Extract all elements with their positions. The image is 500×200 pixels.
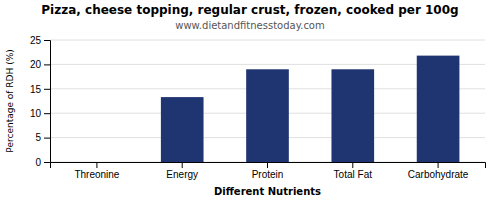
y-axis-title: Percentage of RDH (%) (5, 49, 15, 152)
x-tick-label: Threonine (74, 169, 119, 180)
y-tick: 25 (30, 35, 50, 46)
y-tick-mark (44, 89, 50, 90)
chart-svg: Pizza, cheese topping, regular crust, fr… (0, 0, 500, 200)
x-tick: Energy (166, 162, 198, 180)
bar (161, 97, 204, 162)
x-tick-label: Protein (252, 169, 284, 180)
x-axis: Threonine Energy Protein Total Fat Carbohydr… (51, 162, 486, 180)
y-tick-label: 10 (30, 108, 42, 119)
x-tick-mark (438, 162, 439, 168)
x-axis-title: Different Nutrients (214, 186, 321, 197)
x-tick-mark (182, 162, 183, 168)
x-tick-label: Carbohydrate (408, 169, 469, 180)
y-tick-label: 15 (30, 84, 42, 95)
x-tick: Threonine (74, 162, 119, 180)
subtitle: www.dietandfitnesstoday.com (175, 20, 324, 31)
bar (417, 56, 460, 162)
y-tick-label: 0 (35, 157, 41, 168)
y-tick: 10 (30, 108, 50, 119)
x-tick-mark (267, 162, 268, 168)
y-tick-mark (44, 162, 50, 163)
y-tick: 20 (30, 59, 50, 70)
y-tick-mark (44, 64, 50, 65)
y-tick-mark (44, 40, 50, 41)
y-tick-label: 25 (30, 35, 42, 46)
y-tick-mark (44, 113, 50, 114)
y-tick: 5 (35, 132, 50, 143)
x-tick-label: Energy (166, 169, 198, 180)
x-tick-mark (96, 162, 97, 168)
bar (246, 69, 289, 162)
x-tick-mark (352, 162, 353, 168)
x-tick: Total Fat (334, 162, 373, 180)
grid-line (50, 40, 485, 41)
title: Pizza, cheese topping, regular crust, fr… (41, 3, 458, 17)
bars (161, 56, 460, 162)
x-tick: Carbohydrate (408, 162, 469, 180)
bar (331, 69, 374, 162)
plot-area: 0 5 10 15 20 25 Threonine Energy Protein Total Fa… (30, 35, 486, 180)
y-tick: 0 (35, 157, 50, 168)
y-axis-line (44, 41, 51, 163)
y-tick-label: 5 (35, 132, 41, 143)
y-tick: 15 (30, 84, 50, 95)
grid (50, 40, 485, 162)
x-axis-line (51, 163, 486, 169)
x-tick-label: Total Fat (334, 169, 373, 180)
chart-container: Pizza, cheese topping, regular crust, fr… (0, 0, 500, 200)
y-axis: 0 5 10 15 20 25 (30, 35, 51, 168)
y-tick-mark (44, 138, 50, 139)
y-tick-label: 20 (30, 59, 42, 70)
x-tick: Protein (252, 162, 284, 180)
bar (76, 162, 119, 163)
